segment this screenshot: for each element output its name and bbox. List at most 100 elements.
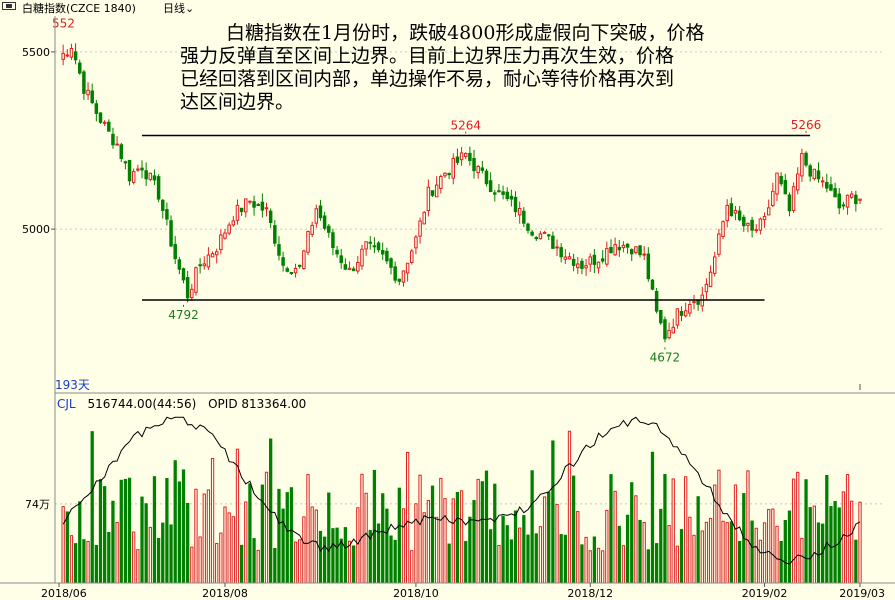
candle-body — [659, 309, 663, 324]
candle-body — [468, 152, 472, 161]
candle-body — [65, 54, 70, 57]
volume-bar — [227, 512, 231, 584]
volume-bar — [700, 530, 704, 584]
candle-body — [227, 224, 231, 234]
candle-body — [667, 329, 671, 339]
candle-body — [646, 253, 651, 280]
volume-bar — [791, 478, 796, 584]
candle-body — [281, 257, 285, 266]
candle-body — [405, 262, 410, 274]
volume-bar — [775, 525, 779, 584]
candle-body — [501, 191, 505, 195]
candle-body — [472, 158, 476, 172]
volume-bar — [729, 521, 733, 584]
volume-bar — [634, 495, 638, 584]
volume-bar — [293, 541, 298, 584]
candle-body — [123, 161, 128, 164]
volume-bar — [73, 543, 78, 584]
volume-bar — [559, 534, 563, 584]
candle-body — [380, 250, 385, 255]
candle-body — [538, 233, 543, 240]
volume-indicator-name[interactable]: CJL — [57, 397, 76, 411]
candle-body — [136, 168, 140, 171]
volume-bar — [111, 500, 115, 584]
candle-body — [169, 220, 173, 247]
candle-body — [447, 172, 451, 176]
candle-body — [505, 191, 509, 199]
candle-body — [642, 253, 646, 256]
volume-bar — [571, 475, 576, 584]
volume-bar — [248, 483, 252, 584]
candle-body — [61, 52, 65, 60]
candle-body — [327, 225, 331, 233]
candle-body — [526, 223, 530, 231]
candle-body — [347, 267, 352, 271]
candle-body — [190, 288, 194, 299]
volume-bar — [223, 506, 227, 584]
x-tick-label: 2019/02 — [742, 587, 788, 600]
volume-bar — [617, 525, 621, 584]
volume-bar — [746, 470, 750, 584]
volume-bar — [107, 531, 111, 584]
candle-body — [634, 246, 638, 254]
candle-body — [90, 90, 94, 104]
candle-body — [410, 250, 414, 263]
volume-bar — [551, 440, 555, 584]
candle-body — [194, 267, 198, 293]
candle-body — [351, 268, 356, 272]
x-tick-label: 2018/12 — [567, 587, 613, 600]
candle-body — [563, 256, 568, 260]
candle-body — [422, 211, 426, 225]
candle-body — [576, 263, 580, 269]
candle-body — [111, 133, 115, 146]
candle-body — [775, 172, 779, 195]
period-selector[interactable]: 日线⌄ — [163, 0, 194, 16]
candle-body — [625, 243, 630, 248]
candle-body — [559, 247, 563, 258]
candle-body — [273, 225, 277, 244]
candle-body — [119, 144, 123, 159]
chart-type-icon[interactable] — [2, 2, 16, 10]
volume-bar — [671, 478, 675, 584]
volume-bar — [584, 536, 588, 584]
volume-bar — [538, 526, 543, 584]
volume-bar — [98, 479, 103, 584]
candle-body — [306, 231, 310, 253]
candle-body — [107, 121, 111, 132]
candle-body — [426, 186, 431, 212]
candle-body — [434, 184, 439, 198]
candle-body — [708, 271, 713, 288]
candle-body — [758, 218, 763, 231]
volume-bar — [273, 547, 277, 584]
annotation-line: 达区间边界。 — [180, 91, 295, 113]
volume-bar — [654, 543, 659, 584]
volume-bar — [447, 543, 451, 584]
candle-body — [69, 47, 74, 58]
candle-body — [530, 231, 534, 236]
candle-body — [339, 255, 343, 264]
volume-bar — [659, 508, 663, 584]
candle-body — [202, 263, 207, 267]
volume-bar — [231, 516, 235, 584]
chevron-down-icon: ⌄ — [185, 2, 195, 15]
x-tick-label: 2019/03 — [839, 587, 885, 600]
high-label: 552 — [52, 16, 75, 30]
volume-bar — [638, 519, 642, 584]
candle-body — [459, 152, 464, 161]
candle-body — [310, 224, 314, 235]
candle-body — [480, 167, 485, 171]
candle-body — [439, 176, 443, 189]
candle-body — [654, 290, 659, 312]
candle-body — [688, 303, 692, 314]
candle-body — [555, 246, 559, 249]
candle-body — [580, 260, 584, 269]
volume-bar — [190, 546, 194, 584]
volume-bar — [132, 531, 136, 584]
candle-body — [360, 248, 364, 267]
volume-bar — [841, 491, 846, 584]
volume-bar — [816, 522, 821, 584]
volume-bar — [356, 507, 360, 584]
volume-bar — [352, 545, 356, 584]
candle-body — [729, 203, 734, 217]
x-tick-label: 2018/10 — [393, 587, 439, 600]
